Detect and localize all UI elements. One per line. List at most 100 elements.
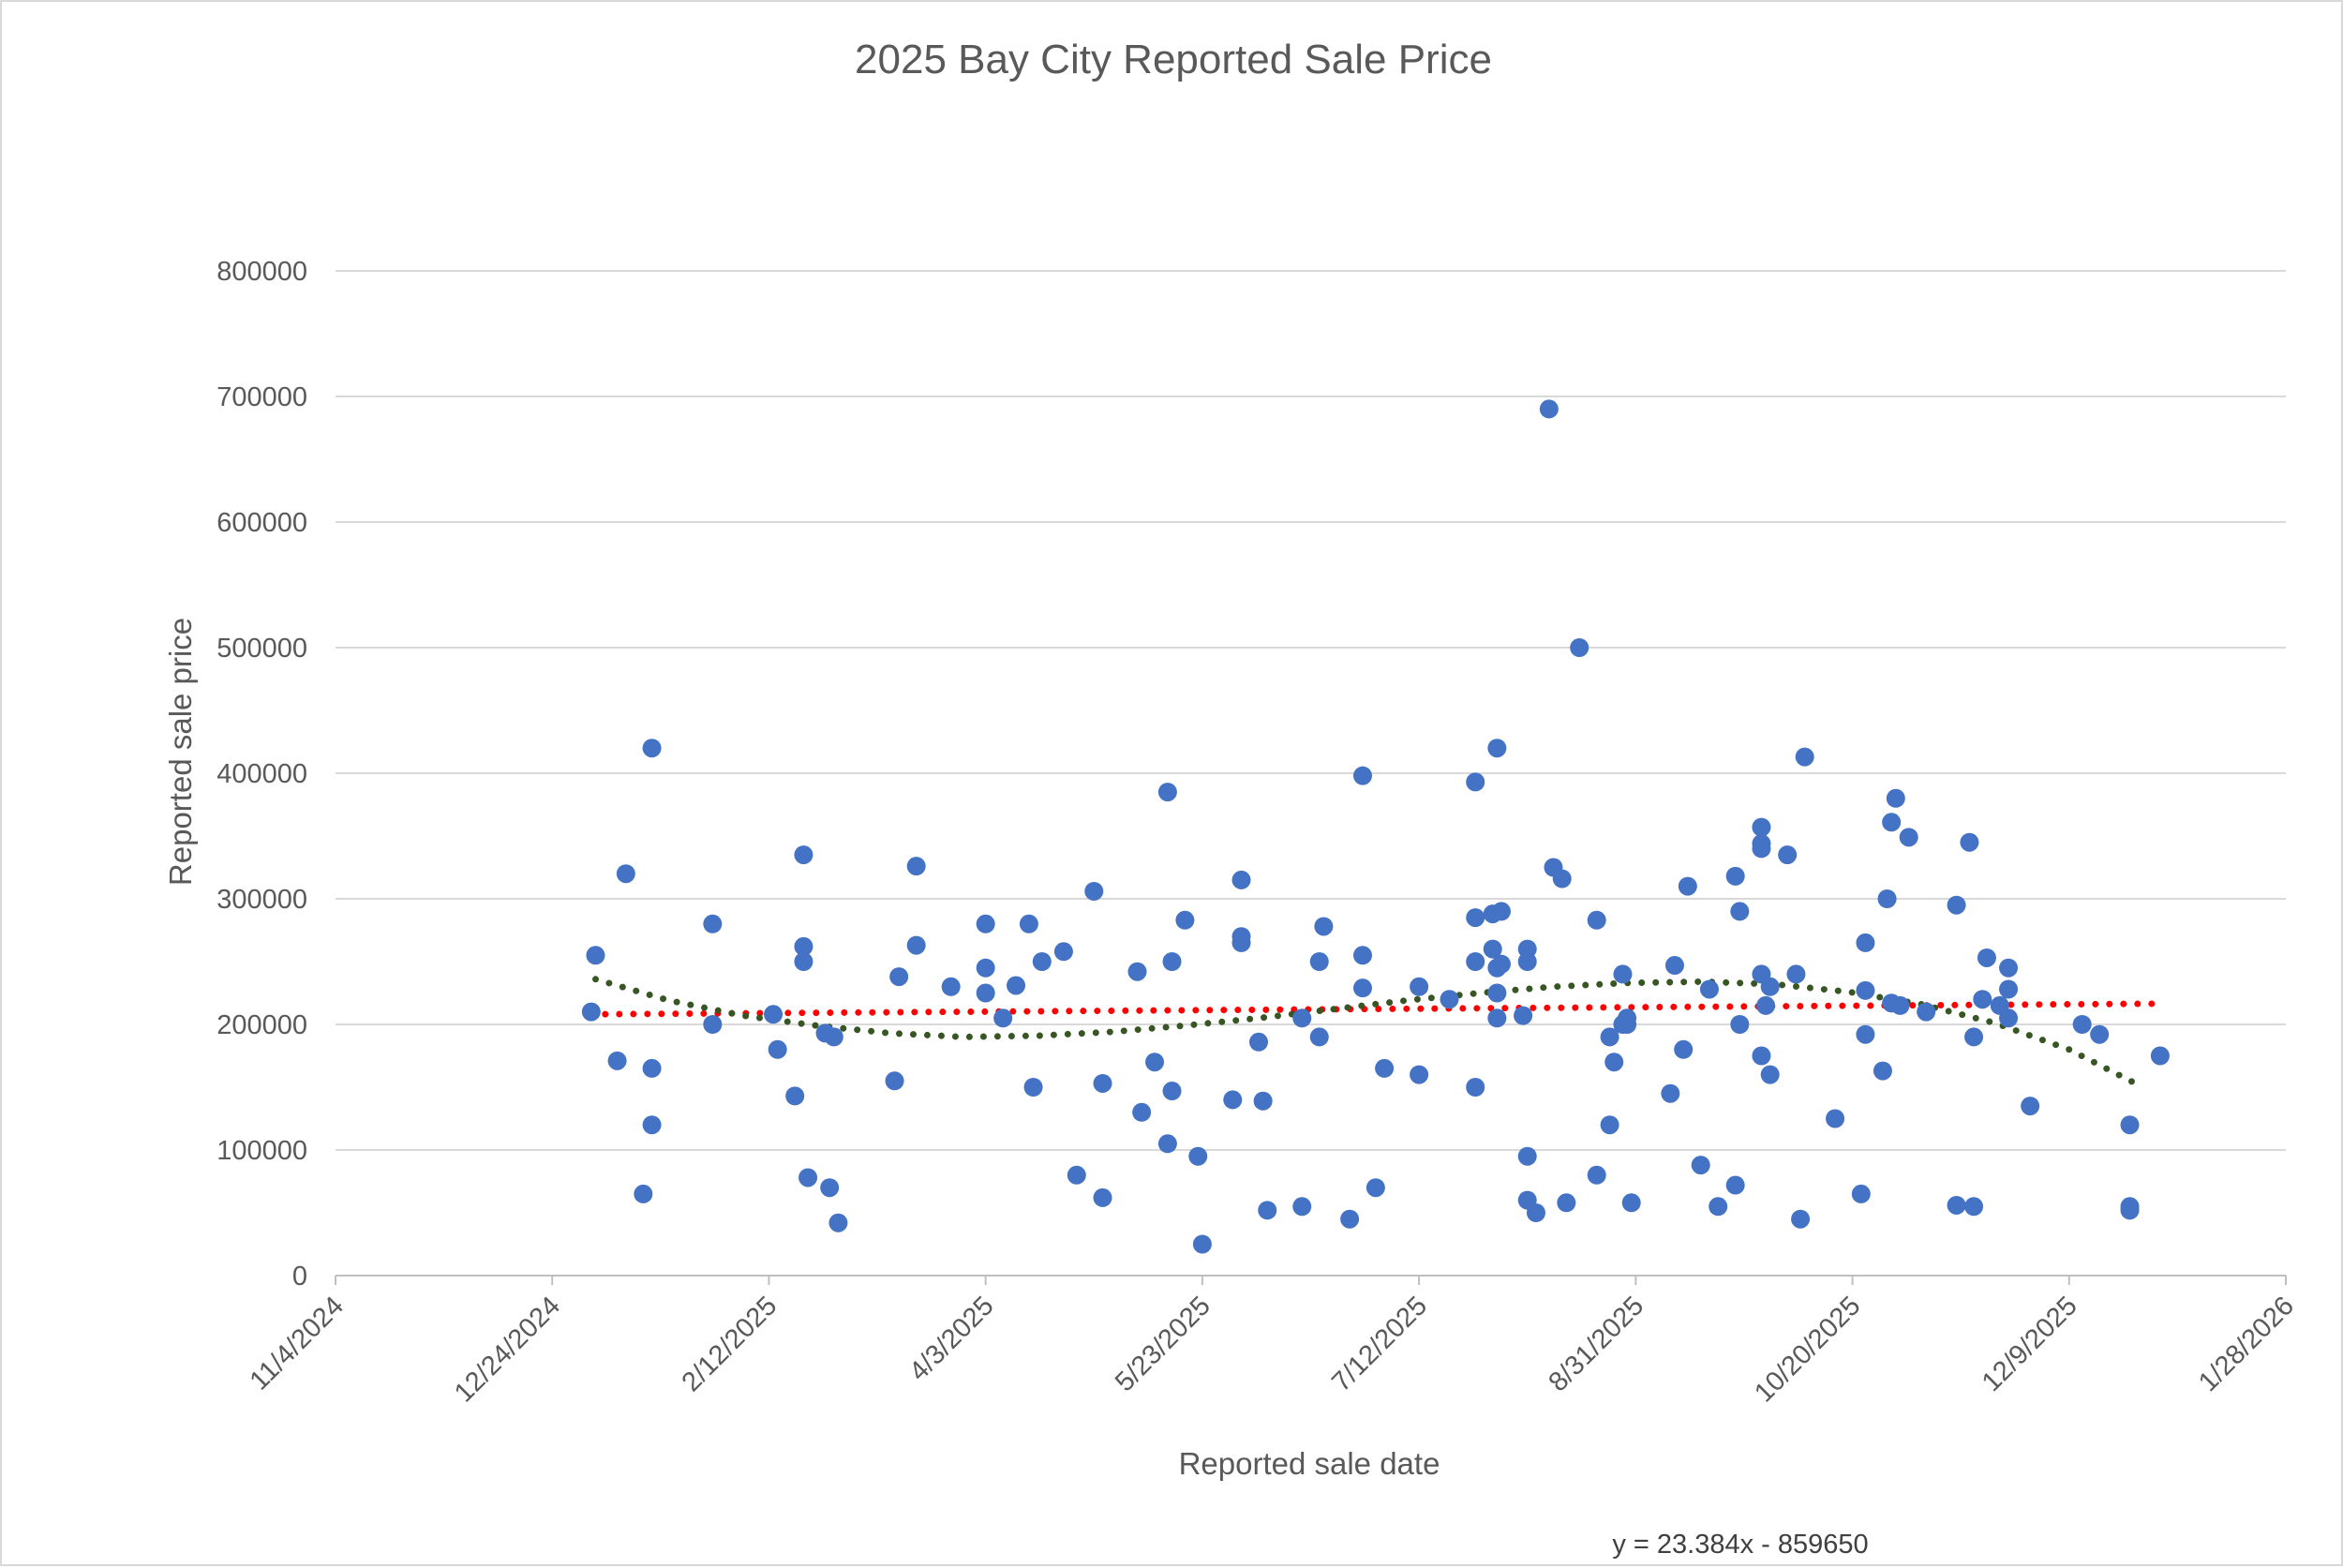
data-point <box>1730 1015 1750 1034</box>
data-point <box>1917 1002 1936 1022</box>
data-point <box>1188 1146 1208 1166</box>
data-point <box>976 914 995 933</box>
data-point <box>1366 1178 1385 1198</box>
y-tick-label: 200000 <box>216 1010 307 1040</box>
data-point <box>764 1005 783 1024</box>
data-point <box>1960 832 1979 852</box>
data-point <box>1587 1165 1606 1185</box>
data-point <box>1760 977 1780 996</box>
data-point <box>1231 933 1251 952</box>
data-point <box>1487 1008 1507 1028</box>
data-point <box>1725 866 1745 886</box>
data-point <box>1309 1027 1329 1047</box>
data-point <box>616 864 635 884</box>
x-tick-label: 8/31/2025 <box>1543 1291 1649 1397</box>
data-point <box>1093 1187 1112 1207</box>
x-tick-label: 4/3/2025 <box>903 1291 999 1386</box>
data-point <box>1947 1195 1966 1215</box>
data-point <box>1084 881 1104 901</box>
data-point <box>1539 399 1559 419</box>
data-point <box>1375 1058 1395 1078</box>
data-point <box>1517 1146 1537 1166</box>
data-point <box>2120 1115 2140 1135</box>
data-point <box>1856 1024 1875 1044</box>
y-axis-title: Reported sale price <box>163 618 198 886</box>
x-axis-title: Reported sale date <box>1179 1446 1440 1481</box>
data-point <box>1999 1008 2019 1028</box>
data-point <box>820 1178 840 1198</box>
data-point <box>1760 1065 1780 1084</box>
data-point <box>885 1071 904 1091</box>
data-point <box>1093 1073 1112 1093</box>
data-point <box>1661 1083 1680 1103</box>
data-point <box>1231 870 1251 889</box>
data-point <box>1730 902 1750 921</box>
data-point <box>581 1002 601 1022</box>
data-point <box>642 1058 662 1078</box>
data-point <box>2120 1201 2140 1220</box>
data-point <box>1899 828 1918 847</box>
data-point <box>642 739 662 758</box>
data-point <box>1466 772 1485 792</box>
x-tick-label: 2/12/2025 <box>677 1291 783 1397</box>
data-point <box>703 914 723 933</box>
data-point <box>1557 1193 1576 1213</box>
data-point <box>1778 845 1798 865</box>
data-point <box>1890 995 1910 1015</box>
data-point <box>1258 1201 1277 1220</box>
data-point <box>1491 954 1511 974</box>
y-tick-label: 300000 <box>216 885 307 915</box>
x-tick-label: 12/9/2025 <box>1977 1291 2083 1397</box>
data-point <box>1791 1209 1811 1229</box>
data-point <box>1292 1008 1312 1028</box>
data-point <box>1440 990 1459 1009</box>
gridlines <box>336 270 2286 1277</box>
data-point <box>1162 952 1182 971</box>
data-point <box>1526 1203 1545 1222</box>
data-point <box>1756 995 1776 1015</box>
data-point <box>1999 958 2019 978</box>
data-point <box>1709 1197 1728 1217</box>
x-tick-label: 1/28/2026 <box>2193 1291 2300 1397</box>
data-point <box>607 1051 627 1070</box>
y-tick-label: 400000 <box>216 759 307 789</box>
y-tick-label: 700000 <box>216 382 307 412</box>
x-tick-label: 12/24/2024 <box>449 1291 566 1408</box>
data-point <box>768 1039 787 1059</box>
data-point <box>1851 1184 1871 1203</box>
data-point <box>1466 952 1485 971</box>
data-point <box>1752 839 1771 859</box>
trendline-equation: y = 23.384x - 859650 <box>1612 1530 1868 1560</box>
data-point <box>1964 1027 1984 1047</box>
data-point <box>2021 1097 2040 1116</box>
data-point <box>1517 952 1537 971</box>
data-point <box>1157 1134 1177 1154</box>
data-point <box>1253 1091 1273 1111</box>
data-point <box>1973 990 1992 1009</box>
data-point <box>2072 1015 2092 1034</box>
data-point <box>1007 976 1026 995</box>
data-point <box>1192 1234 1212 1254</box>
data-point <box>1752 817 1771 837</box>
data-point <box>1621 1193 1641 1213</box>
data-point <box>1826 1109 1845 1128</box>
data-point <box>993 1008 1013 1028</box>
y-tick-label: 0 <box>292 1262 307 1292</box>
data-point <box>1674 1039 1694 1059</box>
data-point <box>703 1015 723 1034</box>
data-point <box>1999 979 2019 999</box>
x-tick-label: 10/20/2025 <box>1749 1291 1866 1408</box>
data-point <box>906 935 926 955</box>
data-point <box>1127 962 1147 981</box>
data-point <box>1725 1175 1745 1195</box>
data-point <box>1223 1090 1243 1110</box>
data-point <box>1162 1082 1182 1101</box>
data-point <box>1019 914 1038 933</box>
data-point <box>794 936 813 956</box>
x-tick-label: 11/4/2024 <box>245 1291 350 1396</box>
data-point <box>824 1027 843 1047</box>
data-point <box>1604 1053 1624 1072</box>
data-point <box>1947 895 1966 915</box>
x-axis: 11/4/2024 12/24/2024 2/12/2025 4/3/2025 5/23… <box>245 1276 2300 1409</box>
